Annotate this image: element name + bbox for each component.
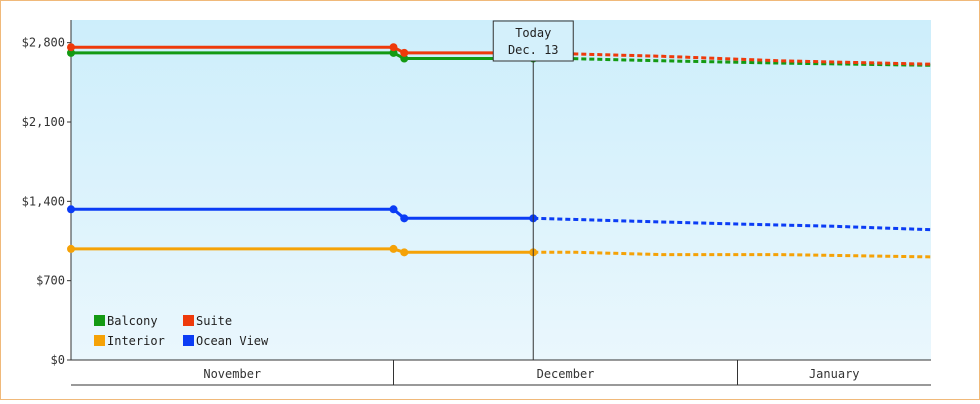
today-callout-line1: Today bbox=[515, 26, 551, 40]
data-point-balcony[interactable] bbox=[67, 48, 75, 57]
data-point-suite[interactable] bbox=[400, 48, 409, 57]
data-point-interior[interactable] bbox=[67, 244, 75, 253]
data-point-balcony[interactable] bbox=[400, 54, 409, 63]
data-point-suite[interactable] bbox=[67, 43, 75, 52]
legend-swatch bbox=[94, 315, 105, 326]
data-point-interior[interactable] bbox=[389, 244, 398, 253]
x-month-label: December bbox=[537, 367, 595, 381]
today-callout-box bbox=[492, 20, 574, 62]
x-month-label: November bbox=[203, 367, 261, 381]
series-balcony bbox=[67, 48, 932, 67]
series-forecast-line-balcony bbox=[533, 57, 932, 67]
legend-swatch bbox=[183, 335, 194, 346]
data-point-ocean-view[interactable] bbox=[67, 205, 75, 214]
legend-item-interior[interactable]: Interior bbox=[94, 334, 165, 348]
legend-swatch bbox=[94, 335, 105, 346]
legend-item-suite[interactable]: Suite bbox=[183, 314, 232, 328]
series-line-interior bbox=[71, 247, 534, 254]
y-tick-label: $700 bbox=[36, 274, 65, 288]
series-ocean-view bbox=[67, 205, 932, 232]
legend-label: Interior bbox=[107, 334, 165, 348]
series-forecast-line-interior bbox=[533, 250, 932, 259]
y-tick-label: $1,400 bbox=[22, 194, 65, 208]
data-point-balcony[interactable] bbox=[389, 48, 398, 57]
series-line-balcony bbox=[71, 51, 534, 60]
legend-item-balcony[interactable]: Balcony bbox=[94, 314, 158, 328]
y-tick-label: $2,800 bbox=[22, 36, 65, 50]
data-point-ocean-view[interactable] bbox=[400, 214, 409, 223]
legend-label: Ocean View bbox=[196, 334, 269, 348]
series-line-ocean-view bbox=[71, 207, 534, 220]
legend-label: Balcony bbox=[107, 314, 158, 328]
series-forecast-line-ocean-view bbox=[533, 216, 932, 232]
y-tick-label: $0 bbox=[51, 353, 65, 367]
y-tick-label: $2,100 bbox=[22, 115, 65, 129]
x-month-label: January bbox=[809, 367, 860, 381]
data-point-ocean-view[interactable] bbox=[389, 205, 398, 214]
legend-label: Suite bbox=[196, 314, 232, 328]
legend-item-ocean-view[interactable]: Ocean View bbox=[183, 334, 269, 348]
legend-swatch bbox=[183, 315, 194, 326]
data-point-suite[interactable] bbox=[389, 43, 398, 52]
series-interior bbox=[67, 244, 932, 259]
data-point-interior[interactable] bbox=[400, 248, 409, 257]
today-callout-line2: Dec. 13 bbox=[508, 43, 559, 57]
series-line-suite bbox=[71, 45, 534, 55]
plot-background bbox=[71, 20, 931, 360]
